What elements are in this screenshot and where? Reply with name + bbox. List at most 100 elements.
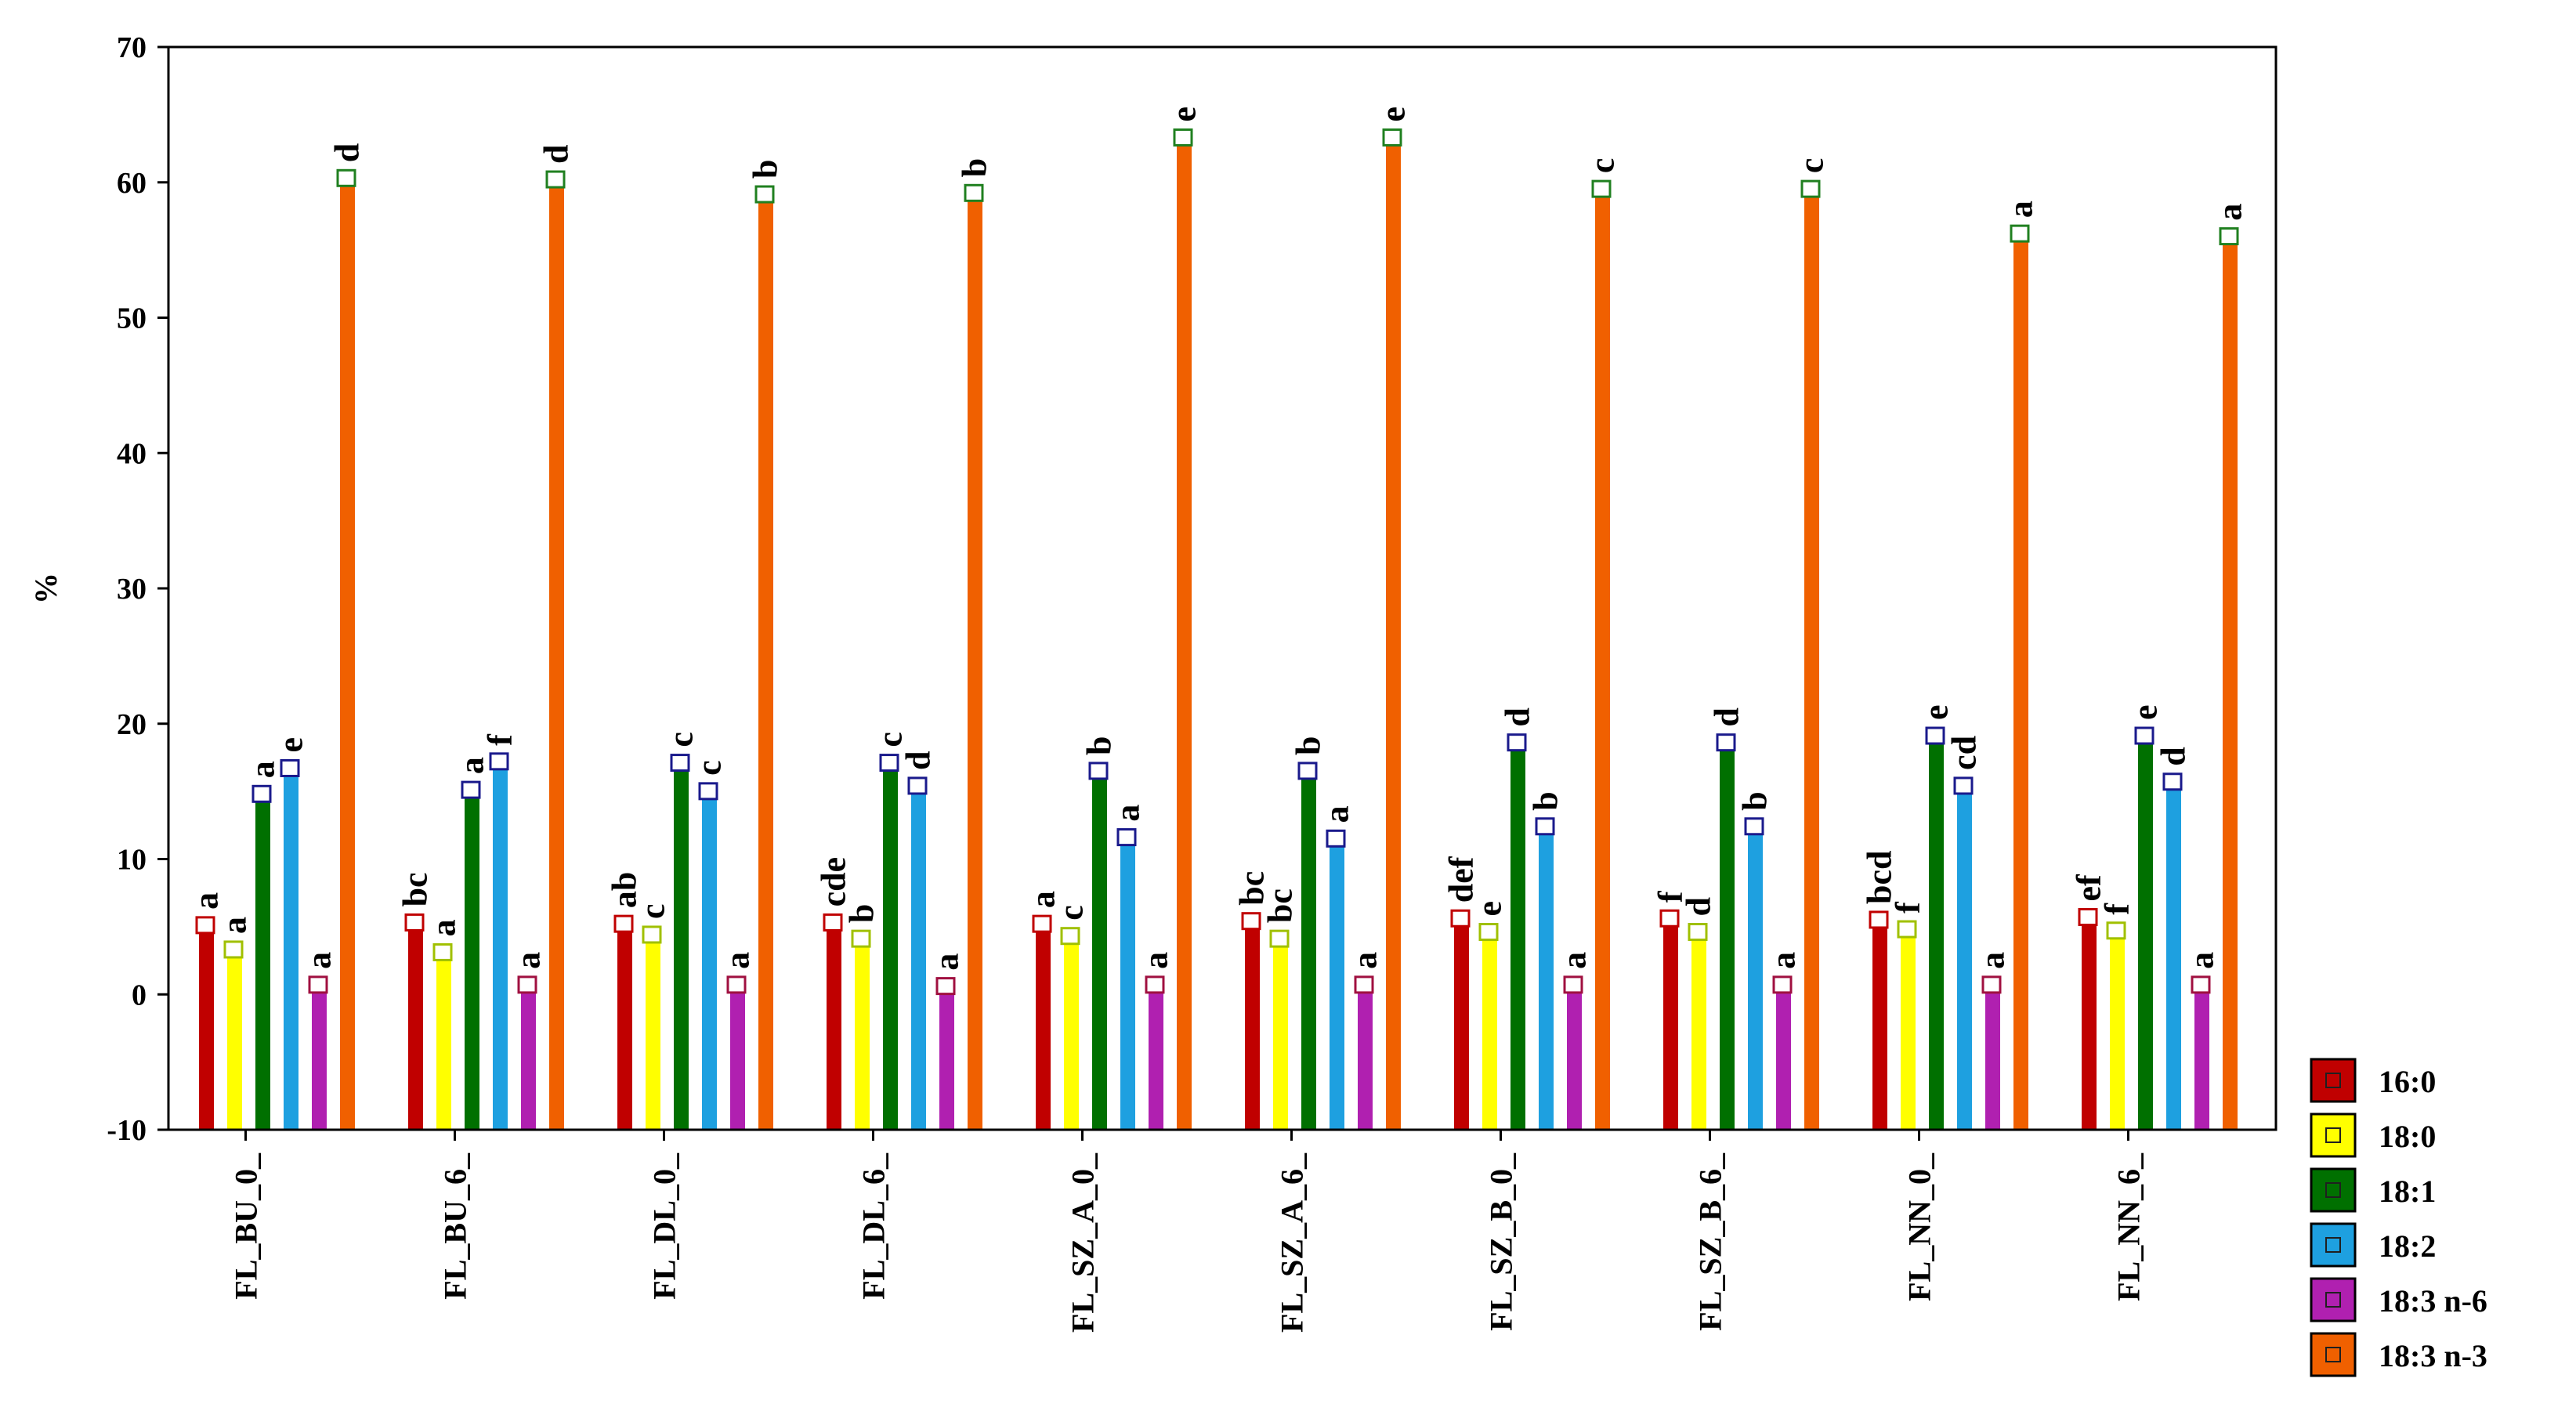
bar (227, 950, 242, 1130)
x-category-label: FL_DL_0_ (647, 1152, 682, 1300)
y-tick-label: -10 (107, 1114, 147, 1147)
bar-marker (1450, 909, 1471, 928)
legend-swatch (2310, 1222, 2357, 1268)
significance-letter: d (328, 143, 367, 162)
significance-letter: a (244, 761, 282, 778)
bar (1804, 190, 1819, 1131)
y-tick-label: 10 (117, 844, 147, 877)
y-axis: 70 60 50 40 30 20 10 0 -10 (107, 31, 168, 1147)
bar (2223, 237, 2238, 1130)
legend-swatch-marker (2325, 1237, 2341, 1253)
bar (2194, 986, 2209, 1130)
legend-swatch (2310, 1058, 2357, 1103)
legend-swatch-marker (2325, 1347, 2341, 1362)
bar-marker (1173, 128, 1193, 147)
bar-marker (1535, 817, 1555, 836)
bar-marker (517, 975, 537, 994)
markers-layer (195, 128, 2239, 996)
significance-letter: bcd (1861, 850, 1899, 903)
significance-letter: f (2098, 903, 2136, 915)
bar-marker (195, 916, 215, 935)
significance-letter: a (718, 952, 757, 969)
bar-marker (1688, 923, 1708, 942)
x-category-label: FL_SZ_B_6_ (1693, 1152, 1728, 1331)
significance-letter: a (2211, 204, 2249, 221)
bar-marker (2162, 772, 2183, 791)
bar-marker (223, 940, 244, 959)
bar-marker (1563, 975, 1583, 994)
significance-letter: c (1583, 158, 1622, 174)
significance-letter: a (2002, 201, 2040, 218)
bar (1691, 933, 1706, 1130)
bar-marker (461, 780, 481, 799)
bar (1985, 986, 2000, 1130)
bar-marker (1925, 726, 1945, 745)
significance-letter: a (1318, 805, 1356, 823)
significance-letter: a (1109, 805, 1147, 822)
x-category-label: FL_BU_6_ (438, 1152, 473, 1300)
bar (1929, 737, 1944, 1130)
bar (758, 196, 773, 1130)
bar (1482, 933, 1497, 1130)
bar (1454, 920, 1469, 1130)
bar (549, 181, 564, 1131)
bar-marker (545, 170, 566, 189)
significance-letter: ef (2070, 874, 2108, 902)
bar-marker (1116, 828, 1137, 847)
bar-marker (754, 185, 775, 204)
bar-marker (1800, 179, 1821, 198)
x-category-label: FL_DL_6_ (856, 1152, 892, 1300)
significance-letter: a (1346, 952, 1384, 969)
bar (1273, 940, 1288, 1130)
bar (1036, 925, 1051, 1130)
bar-marker (698, 782, 718, 801)
significance-letter: bc (1233, 871, 1272, 906)
bar (1064, 937, 1079, 1130)
significance-letter: a (928, 953, 966, 971)
legend-label: 18:3 n-6 (2379, 1283, 2487, 1319)
bar-marker (851, 929, 871, 948)
bar-marker (280, 758, 300, 777)
bar-marker (404, 913, 425, 932)
bar-marker (726, 975, 747, 994)
y-axis-label: % (28, 573, 63, 604)
bar (1511, 743, 1525, 1130)
legend-swatch-marker (2325, 1292, 2341, 1308)
bar-marker (935, 977, 956, 996)
significance-letter: a (509, 952, 548, 969)
bar-marker (2078, 908, 2098, 927)
significance-letter: a (300, 952, 338, 969)
bar-marker (1981, 975, 2002, 994)
significance-letter: a (1764, 952, 1803, 969)
bar (1092, 772, 1107, 1130)
bar (855, 940, 870, 1130)
bar-marker (1269, 929, 1290, 948)
significance-letter: d (1499, 707, 1537, 726)
bar (1595, 190, 1610, 1131)
y-tick-label: 50 (117, 302, 147, 335)
legend-label: 18:2 (2379, 1228, 2436, 1264)
bar-marker (1326, 829, 1346, 848)
bar (1301, 772, 1316, 1130)
bar-marker (1507, 733, 1527, 752)
significance-letter: b (1527, 791, 1565, 810)
x-axis: FL_BU_0_ FL_BU_6_ FL_DL_0_ FL_DL_6_ FL_SZ_A_… (229, 1130, 2147, 1333)
bar (1120, 838, 1135, 1130)
bar (1663, 920, 1678, 1130)
significance-letter: d (1680, 897, 1718, 916)
bar (493, 762, 508, 1130)
significance-letter: b (843, 904, 881, 923)
bar (2013, 235, 2028, 1130)
bar-marker (489, 752, 509, 771)
legend-label: 16:0 (2379, 1064, 2436, 1099)
bar (617, 925, 632, 1130)
bar-marker (1869, 910, 1889, 929)
x-category-label: FL_SZ_A_6_ (1275, 1152, 1310, 1333)
significance-letter: a (1137, 952, 1175, 969)
bar-marker (1772, 975, 1793, 994)
legend-swatch (2310, 1332, 2357, 1377)
significance-letters: aaaeadbcaafadabcccabcdebcdabacbaaebcbcba… (187, 107, 2249, 971)
significance-letter: b (1080, 736, 1119, 754)
bar (939, 987, 954, 1130)
